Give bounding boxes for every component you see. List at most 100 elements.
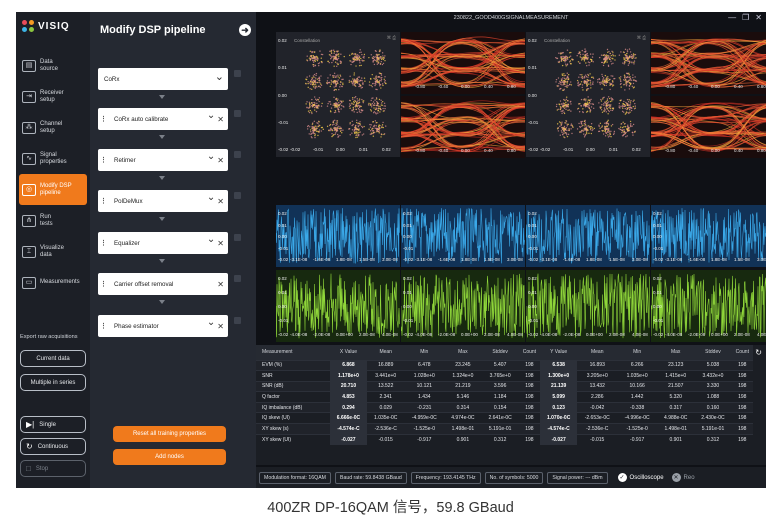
remove-icon[interactable]: ✕	[217, 196, 224, 206]
chevron-down-icon[interactable]: ⌄	[206, 316, 216, 328]
remove-icon[interactable]: ✕	[217, 279, 224, 289]
tick-label: 1.5E-08	[359, 257, 375, 262]
restore-icon[interactable]: ❐	[742, 13, 750, 22]
tick-label: 0.80	[507, 84, 516, 89]
tick-label: 0.0E+00	[336, 332, 353, 337]
add-nodes-button[interactable]: Add nodes	[113, 449, 226, 465]
stage-label: CoRx auto calibrate	[114, 115, 169, 123]
tick-label: -1.6E-08	[563, 257, 581, 262]
stop-icon: □	[26, 464, 31, 473]
waveform-svg	[526, 208, 650, 264]
remove-icon[interactable]: ✕	[217, 238, 224, 248]
sidebar-item-run-tests[interactable]: ⋔ Run tests	[16, 205, 90, 236]
continuous-button[interactable]: ↻ Continuous	[20, 438, 86, 455]
tick-label: 1.5E-08	[734, 257, 750, 262]
tick-label: -0.02	[653, 332, 664, 337]
table-cell: 0.312	[481, 433, 519, 445]
record-label: Reo	[683, 474, 695, 481]
label-line-2: pipeline	[40, 189, 61, 196]
drag-handle-icon[interactable]: ⋮	[100, 281, 107, 288]
current-data-button[interactable]: Current data	[20, 350, 86, 367]
minimize-icon[interactable]: —	[728, 13, 737, 22]
tick-label: 0.02	[278, 276, 287, 281]
table-cell: 5.320	[657, 391, 695, 403]
flow-arrow-icon	[159, 300, 165, 304]
label-line-2: data	[40, 251, 52, 258]
sidebar-item-modify-dsp-pipeline[interactable]: ◎ Modify DSP pipeline	[19, 174, 87, 205]
sidebar-item-visualize-data[interactable]: ⌶ Visualize data	[16, 236, 90, 267]
tick-label: -0.02	[540, 147, 551, 152]
oscilloscope-toggle[interactable]: ✓ Oscilloscope	[617, 473, 664, 482]
chevron-down-icon[interactable]: ⌄	[206, 150, 216, 162]
symbol-count: No. of symbols: 5000	[484, 471, 544, 484]
sidebar-item-label: Modify DSP pipeline	[40, 183, 72, 197]
waveform-svg	[651, 273, 766, 339]
tick-label: 0.0E+00	[461, 332, 478, 337]
pipeline-stage[interactable]: ⋮ Carrier offset removal ✕	[98, 273, 228, 295]
stop-label: Stop	[35, 465, 49, 472]
pipeline-stage[interactable]: ⋮ Phase estimator ⌄ ✕	[98, 315, 228, 337]
pipeline-stage[interactable]: CoRx ⌄	[98, 68, 228, 90]
tick-label: 1.5E-08	[609, 257, 625, 262]
tick-label: 0.02	[528, 38, 537, 43]
tick-label: 0.01	[653, 222, 662, 228]
tick-label: -3.1E-08	[665, 257, 683, 262]
remove-icon[interactable]: ✕	[217, 155, 224, 165]
back-arrow-icon[interactable]: ➜	[239, 24, 251, 36]
tick-label: -0.02	[278, 332, 289, 337]
table-cell: 198	[731, 380, 753, 392]
table-cell: 16.893	[577, 359, 618, 371]
pipeline-stage[interactable]: ⋮ CoRx auto calibrate ⌄ ✕	[98, 108, 228, 130]
table-cell: -0.015	[577, 433, 618, 445]
remove-icon[interactable]: ✕	[217, 114, 224, 124]
chevron-down-icon[interactable]: ⌄	[206, 191, 216, 203]
drag-handle-icon[interactable]: ⋮	[100, 240, 107, 247]
camera-icon[interactable]: ⌘ ⎙	[386, 35, 396, 40]
tick-label: 4.0E-08	[382, 332, 398, 337]
camera-icon[interactable]: ⌘ ⎙	[636, 35, 646, 40]
tick-label: 0.01	[403, 290, 412, 295]
sidebar-item-channel-setup[interactable]: ⁂ Channel setup	[16, 112, 90, 143]
drag-handle-icon[interactable]: ⋮	[100, 323, 107, 330]
tick-label: 3.0E-08	[757, 257, 766, 262]
table-cell: -0.917	[617, 433, 658, 445]
drag-handle-icon[interactable]: ⋮	[100, 116, 107, 123]
table-cell: 1.415e+0	[657, 370, 695, 382]
column-header: X Value	[329, 345, 368, 360]
chevron-down-icon[interactable]: ⌄	[206, 233, 216, 245]
flow-arrow-icon	[159, 95, 165, 99]
stop-button[interactable]: □ Stop	[20, 460, 86, 477]
multiple-in-series-button[interactable]: Multiple in series	[20, 374, 86, 391]
tick-label: -0.01	[563, 147, 574, 152]
eye-diagram-svg	[651, 101, 766, 152]
tick-label: -0.01	[403, 318, 414, 323]
reset-training-button[interactable]: Reset all training properties	[113, 426, 226, 442]
record-toggle[interactable]: ✕ Reo	[671, 473, 695, 482]
sidebar-item-receiver-setup[interactable]: ⇥ Receiver setup	[16, 81, 90, 112]
refresh-icon[interactable]: ↻	[755, 348, 762, 357]
drag-handle-icon[interactable]: ⋮	[100, 157, 107, 164]
chevron-down-icon[interactable]: ⌄	[214, 71, 224, 83]
pipeline-stage[interactable]: ⋮ Retimer ⌄ ✕	[98, 149, 228, 171]
sidebar-item-measurements[interactable]: ▭ Measurements	[16, 267, 90, 298]
tick-label: 2.0E-08	[609, 332, 625, 337]
table-row: SNR 1.178e+0 3.441e+0 1.028e+0 1.324e+0 3.765…	[256, 370, 753, 382]
pipeline-stage[interactable]: ⋮ Equalizer ⌄ ✕	[98, 232, 228, 254]
pipeline-stage[interactable]: ⋮ PolDeMux ⌄ ✕	[98, 190, 228, 212]
stage-controls: ⌄ ✕	[207, 151, 228, 165]
table-cell: 0.314	[444, 401, 482, 413]
tick-label: 0.00	[278, 234, 287, 239]
table-cell: 198	[731, 433, 753, 445]
sidebar-item-data-source[interactable]: ▤ Data source	[16, 50, 90, 81]
remove-icon[interactable]: ✕	[217, 321, 224, 331]
single-button[interactable]: ▶| Single	[20, 416, 86, 433]
stage-controls: ⌄	[215, 71, 228, 83]
tick-label: 0.02	[278, 38, 287, 43]
close-icon[interactable]: ✕	[755, 13, 762, 22]
table-cell: 198	[518, 391, 541, 403]
table-cell: SNR	[256, 370, 330, 382]
sidebar-item-signal-properties[interactable]: ∿ Signal properties	[16, 143, 90, 174]
drag-handle-icon[interactable]: ⋮	[100, 198, 107, 205]
flow-arrow-icon	[159, 176, 165, 180]
chevron-down-icon[interactable]: ⌄	[206, 109, 216, 121]
